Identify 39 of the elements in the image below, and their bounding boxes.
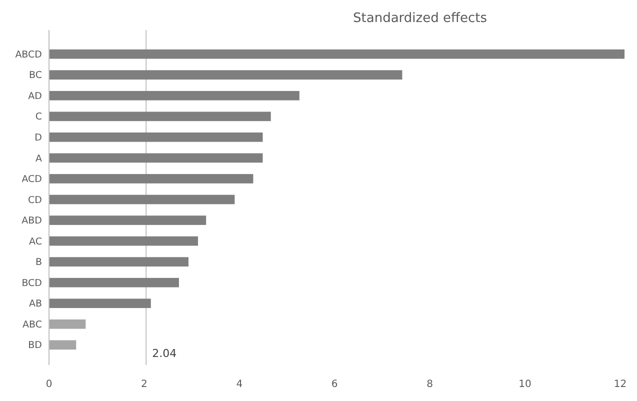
bar xyxy=(49,319,86,329)
y-tick-label: BCD xyxy=(22,278,42,289)
y-tick-label: BD xyxy=(28,340,42,352)
bar xyxy=(49,194,235,204)
bar xyxy=(49,112,271,122)
bar xyxy=(49,278,179,288)
y-tick-label: C xyxy=(35,112,42,123)
bar xyxy=(49,216,206,225)
bar xyxy=(49,257,188,266)
x-tick-label: 4 xyxy=(236,379,243,390)
y-tick-label: D xyxy=(34,132,42,144)
bar xyxy=(49,153,263,163)
y-tick-label: BC xyxy=(29,70,42,82)
bar xyxy=(49,174,254,184)
bar xyxy=(49,340,76,350)
y-tick-label: A xyxy=(36,153,42,164)
y-tick-label: AD xyxy=(28,90,42,102)
bar xyxy=(49,70,402,80)
y-tick-label: AB xyxy=(28,298,42,310)
y-tick-label: CD xyxy=(28,194,42,206)
y-tick-label: AC xyxy=(29,236,42,248)
x-tick-label: 10 xyxy=(518,379,532,390)
y-tick-label: ACD xyxy=(22,174,42,186)
bar xyxy=(49,49,625,59)
bar xyxy=(49,236,198,246)
y-tick-label: ABD xyxy=(22,216,42,227)
ref-line-label: 2.04 xyxy=(152,347,177,360)
x-tick-label: 12 xyxy=(614,379,627,390)
y-tick-label: B xyxy=(35,257,42,268)
bar xyxy=(49,90,300,100)
x-tick-label: 0 xyxy=(46,379,52,390)
x-tick-label: 2 xyxy=(141,379,148,390)
y-tick-label: ABC xyxy=(22,319,42,330)
bar xyxy=(49,132,263,142)
bar xyxy=(49,298,151,308)
x-tick-label: 6 xyxy=(331,379,338,390)
x-tick-label: 8 xyxy=(426,379,434,390)
chart-title: Standardized effects xyxy=(353,11,488,26)
y-tick-label: ABCD xyxy=(15,49,42,60)
